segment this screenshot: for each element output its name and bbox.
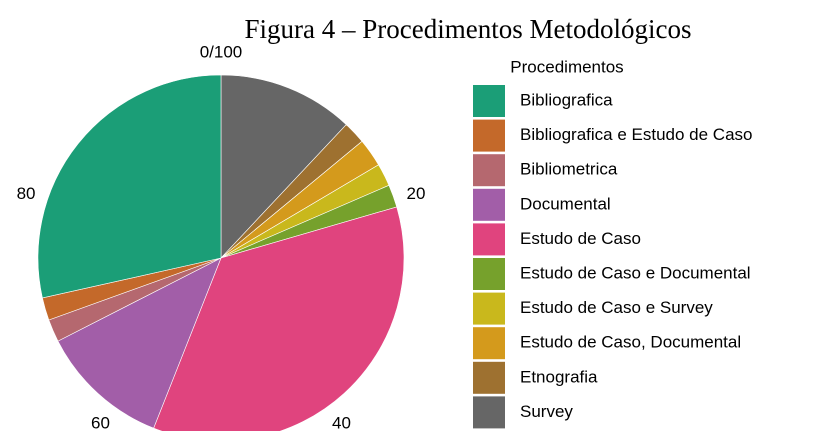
legend-key: [473, 258, 505, 290]
legend-label: Bibliografica: [520, 90, 613, 109]
legend-key: [473, 327, 505, 360]
legend-key: [473, 85, 505, 117]
legend-label: Bibliometrica: [520, 160, 618, 179]
pie-slice: [57, 257, 222, 429]
legend-key: [473, 223, 505, 256]
legend-label: Documental: [520, 194, 611, 213]
axis-tick-label: 0/100: [200, 42, 243, 61]
legend-label: Estudo de Caso e Documental: [520, 263, 751, 282]
axis-tick-label: 40: [332, 413, 351, 431]
legend-label: Bibliografica e Estudo de Caso: [520, 125, 752, 144]
axis-tick-label: 60: [91, 413, 110, 431]
legend-title: Procedimentos: [510, 57, 623, 76]
legend-key: [473, 292, 505, 325]
legend-key: [473, 188, 505, 221]
legend-key: [473, 154, 505, 187]
legend-key: [473, 361, 505, 394]
legend-label: Etnografia: [520, 367, 598, 386]
axis-tick-label: 20: [407, 184, 426, 203]
legend-key: [473, 396, 505, 429]
pie-slice: [37, 74, 222, 299]
legend-label: Estudo de Caso: [520, 229, 641, 248]
legend-key: [473, 119, 505, 152]
legend-label: Estudo de Caso e Survey: [520, 298, 713, 317]
legend-label: Estudo de Caso, Documental: [520, 333, 741, 352]
pie-slice: [153, 206, 405, 431]
pie-slice: [220, 74, 347, 259]
axis-tick-label: 80: [17, 184, 36, 203]
chart-title: Figura 4 – Procedimentos Metodológicos: [245, 14, 692, 44]
legend-label: Survey: [520, 402, 573, 421]
